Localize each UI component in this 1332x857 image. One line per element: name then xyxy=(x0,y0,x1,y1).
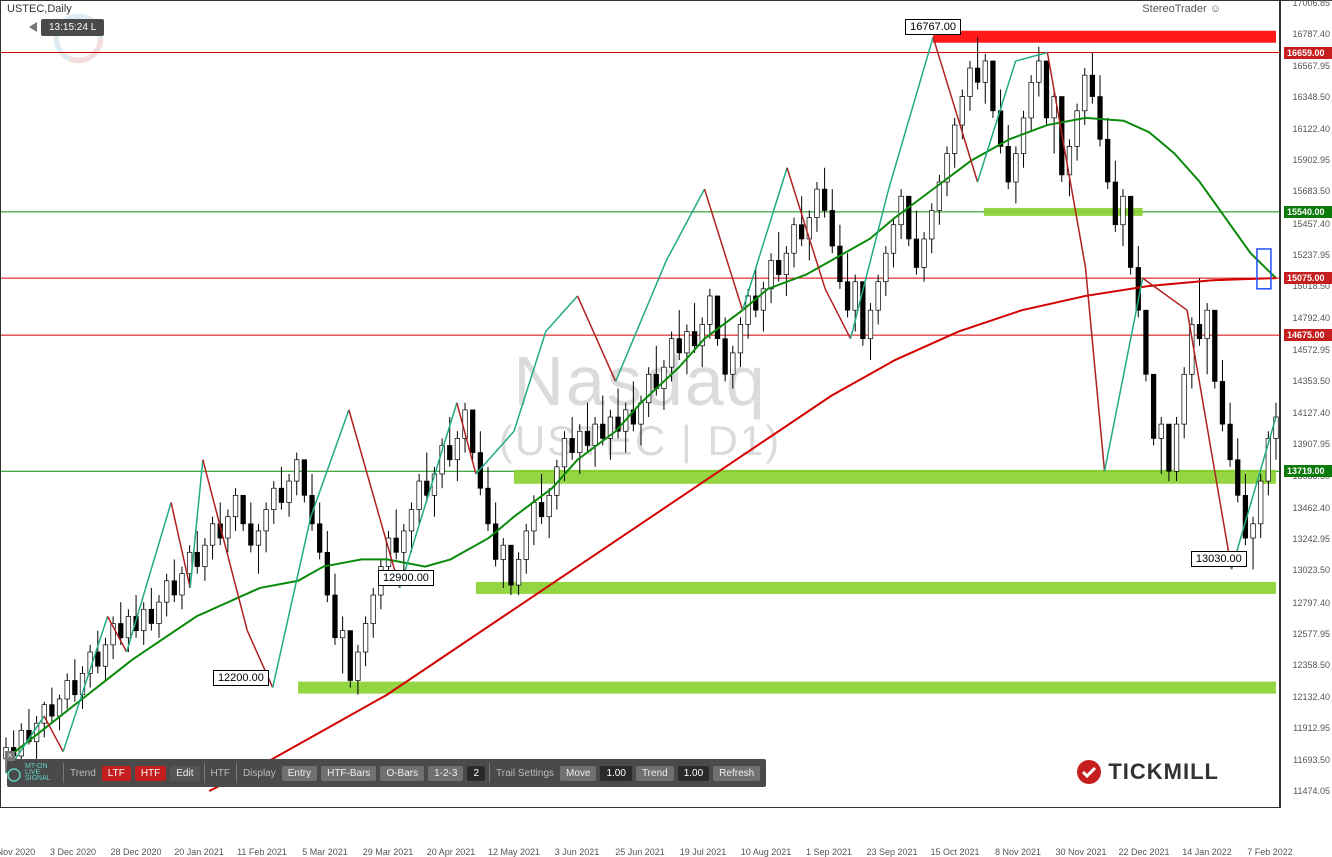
y-tick: 17006.85 xyxy=(1292,0,1330,8)
toolbar-button[interactable]: 1-2-3 xyxy=(428,766,463,781)
x-axis: 11 Nov 2020 3 Dec 2020 28 Dec 2020 20 Jan 2… xyxy=(0,841,1280,857)
tickmill-icon xyxy=(1076,759,1102,785)
toolbar-button[interactable]: Edit xyxy=(170,766,199,781)
y-tick: 14353.50 xyxy=(1292,376,1330,386)
y-tick: 12797.40 xyxy=(1292,598,1330,608)
y-tick: 15237.95 xyxy=(1292,250,1330,260)
brand-logo: TICKMILL xyxy=(1076,759,1219,785)
x-tick: 19 Jul 2021 xyxy=(680,847,727,857)
toolbar-button[interactable]: HTF-Bars xyxy=(321,766,376,781)
toolbar-button[interactable]: Entry xyxy=(282,766,317,781)
y-tick: 14572.95 xyxy=(1292,345,1330,355)
close-icon[interactable]: × xyxy=(5,751,15,761)
toolbar-group-label: Trend xyxy=(68,768,98,779)
y-tick: 13023.50 xyxy=(1292,565,1330,575)
y-tick: 11693.50 xyxy=(1293,755,1330,765)
price-callout: 16767.00 xyxy=(905,19,961,35)
x-tick: 5 Mar 2021 xyxy=(302,847,348,857)
price-callout: 12200.00 xyxy=(213,670,269,686)
y-tick: 16122.40 xyxy=(1292,124,1330,134)
y-tick: 15457.40 xyxy=(1292,219,1330,229)
y-tick: 12132.40 xyxy=(1292,692,1330,702)
toolbar-button[interactable]: Move xyxy=(560,766,596,781)
y-tick: 14127.40 xyxy=(1292,408,1330,418)
price-marker: 15075.00 xyxy=(1284,272,1332,284)
price-marker: 16659.00 xyxy=(1284,47,1332,59)
x-tick: 22 Dec 2021 xyxy=(1118,847,1169,857)
y-tick: 11474.05 xyxy=(1293,786,1330,796)
x-tick: 3 Dec 2020 xyxy=(50,847,96,857)
y-tick: 12577.95 xyxy=(1292,629,1330,639)
y-tick: 14792.40 xyxy=(1292,313,1330,323)
toolbar-button[interactable]: O-Bars xyxy=(380,766,424,781)
x-tick: 29 Mar 2021 xyxy=(363,847,414,857)
x-tick: 15 Oct 2021 xyxy=(930,847,979,857)
price-callout: 12900.00 xyxy=(378,570,434,586)
x-tick: 11 Feb 2021 xyxy=(237,847,287,857)
y-tick: 12358.50 xyxy=(1292,660,1330,670)
price-callout: 13030.00 xyxy=(1191,551,1247,567)
toolbar-button[interactable]: Refresh xyxy=(713,766,760,781)
y-tick: 13462.40 xyxy=(1292,503,1330,513)
toolbar-button[interactable]: LTF xyxy=(102,766,131,781)
time-badge[interactable]: 13:15:24 L xyxy=(41,19,104,36)
y-tick: 16567.95 xyxy=(1292,61,1330,71)
y-tick: 11912.95 xyxy=(1293,723,1330,733)
y-tick: 15683.50 xyxy=(1292,186,1330,196)
x-tick: 8 Nov 2021 xyxy=(995,847,1041,857)
x-tick: 1 Sep 2021 xyxy=(806,847,852,857)
y-tick: 16787.40 xyxy=(1292,29,1330,39)
x-tick: 30 Nov 2021 xyxy=(1055,847,1106,857)
indicator-toolbar: × MT-ONLIVESIGNALTrendLTFHTFEditHTFDispl… xyxy=(7,759,766,787)
price-marker: 15540.00 xyxy=(1284,206,1332,218)
instrument-title: USTEC,Daily xyxy=(7,3,72,15)
chart-watermark: Nasdaq (USTEC | D1) xyxy=(499,345,781,463)
y-axis: 17006.85 16787.40 16567.95 16348.50 16122.40… xyxy=(1280,0,1332,808)
plugin-label: StereoTrader ☺ xyxy=(1142,3,1221,15)
x-tick: 11 Nov 2020 xyxy=(0,847,35,857)
y-tick: 16348.50 xyxy=(1292,92,1330,102)
toolbar-group-label: Trail Settings xyxy=(494,768,556,779)
x-tick: 14 Jan 2022 xyxy=(1182,847,1232,857)
chart-canvas xyxy=(1,1,1281,809)
toolbar-button[interactable]: 1.00 xyxy=(678,766,709,781)
signal-logo: MT-ONLIVESIGNAL xyxy=(9,764,59,783)
x-tick: 10 Aug 2021 xyxy=(741,847,792,857)
price-marker: 14675.00 xyxy=(1284,329,1332,341)
x-tick: 12 May 2021 xyxy=(488,847,540,857)
toolbar-group-label: HTF xyxy=(209,768,232,779)
toolbar-button[interactable]: HTF xyxy=(135,766,166,781)
x-tick: 20 Jan 2021 xyxy=(174,847,224,857)
toolbar-button[interactable]: 1.00 xyxy=(600,766,631,781)
y-tick: 15902.95 xyxy=(1292,155,1330,165)
x-tick: 23 Sep 2021 xyxy=(866,847,917,857)
y-tick: 13242.95 xyxy=(1292,534,1330,544)
chart-area: USTEC,Daily StereoTrader ☺ 13:15:24 L Na… xyxy=(0,0,1280,808)
toolbar-button[interactable]: Trend xyxy=(636,766,674,781)
x-tick: 20 Apr 2021 xyxy=(427,847,476,857)
toolbar-group-label: Display xyxy=(241,768,278,779)
x-tick: 28 Dec 2020 xyxy=(110,847,161,857)
x-tick: 7 Feb 2022 xyxy=(1247,847,1293,857)
price-marker: 13719.00 xyxy=(1284,465,1332,477)
x-tick: 3 Jun 2021 xyxy=(555,847,600,857)
brand-text: TICKMILL xyxy=(1108,759,1219,785)
y-tick: 13907.95 xyxy=(1292,439,1330,449)
x-tick: 25 Jun 2021 xyxy=(615,847,665,857)
toolbar-button[interactable]: 2 xyxy=(467,766,485,781)
